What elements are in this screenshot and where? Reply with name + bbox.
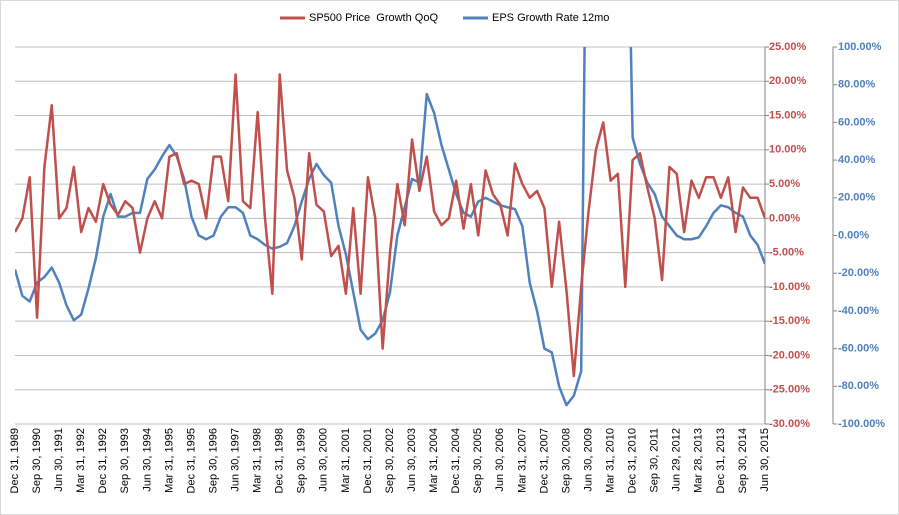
x-tick-label: Sep 30, 1993 <box>119 428 131 493</box>
x-tick-label: Jun 30, 2006 <box>494 428 506 492</box>
x-tick-label: Sep 30, 1990 <box>31 428 43 493</box>
x-tick-label: Jun 29, 2012 <box>671 428 683 492</box>
line-series <box>15 73 765 378</box>
x-tick-label: Mar 31, 2007 <box>516 428 528 493</box>
x-tick-label: Sep 30, 2002 <box>384 428 396 493</box>
y2-tick-label: 80.00% <box>838 79 876 91</box>
y-tick-label: 5.00% <box>769 178 800 190</box>
x-tick-label: Sep 30, 1996 <box>207 428 219 493</box>
x-tick-label: Dec 31, 2013 <box>715 428 727 493</box>
x-tick-label: Jun 30, 2003 <box>406 428 418 492</box>
y2-tick-label: -80.00% <box>838 380 879 392</box>
x-tick-label: Mar 31, 1998 <box>252 428 264 493</box>
x-tick-label: Sep 30, 2011 <box>649 428 661 493</box>
line-series <box>15 47 765 407</box>
x-tick-label: Jun 30, 1991 <box>53 428 65 492</box>
y2-tick-label: 20.00% <box>838 192 876 204</box>
y-tick-label: -20.00% <box>769 349 810 361</box>
y-tick-label: -15.00% <box>769 315 810 327</box>
y-tick-label: -25.00% <box>769 384 810 396</box>
y2-tick-label: 40.00% <box>838 154 876 166</box>
y-tick-label: 10.00% <box>769 144 807 156</box>
x-tick-label: Mar 31, 2004 <box>428 428 440 493</box>
x-tick-label: Dec 31, 1989 <box>9 428 21 493</box>
x-tick-label: Sep 30, 2008 <box>560 428 572 493</box>
y2-tick-label: -40.00% <box>838 305 879 317</box>
x-tick-label: Jun 30, 2000 <box>318 428 330 492</box>
x-tick-label: Sep 30, 2014 <box>737 428 749 493</box>
x-tick-label: Dec 31, 2007 <box>538 428 550 493</box>
y2-tick-label: 100.00% <box>838 41 882 53</box>
x-tick-label: Jun 30, 2009 <box>582 428 594 492</box>
x-tick-label: Jun 30, 1997 <box>229 428 241 492</box>
y-tick-label: 25.00% <box>769 41 807 53</box>
y-tick-label: -5.00% <box>769 247 804 259</box>
y2-tick-label: -20.00% <box>838 267 879 279</box>
x-tick-label: Dec 31, 1995 <box>185 428 197 493</box>
y2-tick-label: -100.00% <box>838 418 885 430</box>
x-tick-label: Mar 31, 2001 <box>340 428 352 493</box>
x-tick-label: Dec 31, 2004 <box>450 428 462 493</box>
x-tick-label: Dec 31, 1998 <box>274 428 286 493</box>
legend-label: SP500 Price Growth QoQ <box>309 12 438 24</box>
y-tick-label: 0.00% <box>769 212 800 224</box>
y2-tick-label: 0.00% <box>838 229 869 241</box>
x-tick-label: Mar 31, 1995 <box>163 428 175 493</box>
y-tick-label: 15.00% <box>769 109 807 121</box>
x-tick-label: Dec 31, 1992 <box>97 428 109 493</box>
x-tick-label: Jun 30, 2015 <box>759 428 771 492</box>
x-tick-label: Dec 31, 2010 <box>627 428 639 493</box>
x-tick-label: Dec 31, 2001 <box>362 428 374 493</box>
y2-tick-label: 60.00% <box>838 116 876 128</box>
x-tick-label: Mar 28, 2013 <box>693 428 705 493</box>
x-tick-label: Mar 31, 2010 <box>604 428 616 493</box>
x-tick-label: Sep 30, 2005 <box>472 428 484 493</box>
y-tick-label: -10.00% <box>769 281 810 293</box>
x-tick-label: Jun 30, 1994 <box>141 428 153 492</box>
y2-tick-label: -60.00% <box>838 343 879 355</box>
y-tick-label: -30.00% <box>769 418 810 430</box>
legend-label: EPS Growth Rate 12mo <box>492 12 609 24</box>
x-tick-label: Sep 30, 1999 <box>296 428 308 493</box>
x-tick-label: Mar 31, 1992 <box>75 428 87 493</box>
y-tick-label: 20.00% <box>769 75 807 87</box>
